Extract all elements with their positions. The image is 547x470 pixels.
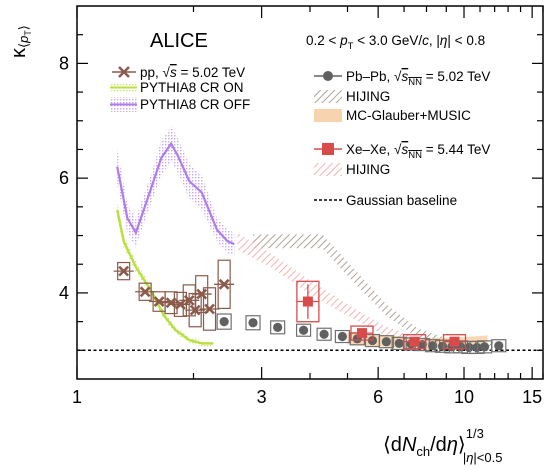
- svg-text:Xe–Xe, √sNN = 5.44 TeV: Xe–Xe, √sNN = 5.44 TeV: [346, 142, 490, 161]
- line-cr_off: [116, 141, 235, 246]
- kinematics-label: 0.2 < pT < 3.0 GeV/c, |η| < 0.8: [306, 33, 485, 52]
- pbpb-point: [245, 315, 261, 331]
- pbpb-marker: [464, 342, 474, 353]
- legend-entry-pp: pp, √s = 5.02 TeV: [112, 65, 245, 80]
- legend-entry-pbpb: Pb–Pb, √sNN = 5.02 TeV: [314, 69, 490, 88]
- svg-text:Pb–Pb, √sNN = 5.02 TeV: Pb–Pb, √sNN = 5.02 TeV: [346, 69, 490, 88]
- svg-text:HIJING: HIJING: [346, 162, 390, 177]
- pbpb-marker: [494, 341, 504, 351]
- pbpb-marker: [219, 317, 229, 327]
- xexe-point: [350, 325, 374, 341]
- experiment-label: ALICE: [150, 30, 208, 52]
- pbpb-point: [316, 327, 332, 341]
- pbpb-marker: [298, 325, 309, 335]
- xexe-point: [296, 280, 320, 323]
- pbpb-syst-box: [316, 327, 332, 341]
- pp-point: [170, 291, 191, 318]
- legend-entry-cr-on: PYTHIA8 CR ON: [110, 80, 244, 95]
- pbpb-syst-box: [491, 339, 507, 353]
- pbpb-syst-box: [270, 320, 286, 335]
- pp-point: [149, 291, 170, 312]
- axis-ticks: 4 6 8 1 3 6 10 15: [59, 6, 544, 407]
- pbpb-marker: [479, 342, 490, 352]
- legend-entry-music: MC-Glauber+MUSIC: [314, 108, 471, 123]
- pp-point: [135, 282, 156, 301]
- legend-entry-xexe: Xe–Xe, √sNN = 5.44 TeV: [314, 142, 490, 161]
- pp-point: [113, 261, 134, 281]
- pbpb-syst-box: [334, 329, 350, 344]
- xexe-point: [442, 334, 467, 350]
- x-tick-label: 3: [257, 387, 267, 407]
- pp-marker: [118, 265, 130, 277]
- svg-text:Gaussian baseline: Gaussian baseline: [346, 193, 457, 208]
- pbpb-marker: [381, 337, 391, 347]
- pbpb-point: [491, 339, 507, 353]
- pbpb-syst-box: [216, 313, 232, 330]
- pbpb-marker: [319, 329, 329, 339]
- pbpb-marker: [248, 318, 258, 328]
- svg-text:PYTHIA8 CR OFF: PYTHIA8 CR OFF: [140, 97, 250, 112]
- svg-text:PYTHIA8 CR ON: PYTHIA8 CR ON: [140, 80, 244, 95]
- svg-text:HIJING: HIJING: [346, 89, 390, 104]
- x-axis-title: ⟨dNch/dη⟩1/3 |η|<0.5: [383, 426, 502, 465]
- pp-point: [191, 275, 212, 314]
- svg-text:MC-Glauber+MUSIC: MC-Glauber+MUSIC: [346, 108, 471, 123]
- pp-marker: [153, 296, 165, 307]
- y-axis-title: κ⟨pT⟩: [8, 25, 33, 58]
- pbpb-syst-box: [295, 323, 312, 337]
- xexe-marker: [356, 328, 367, 339]
- pbpb-marker: [394, 338, 404, 349]
- xexe-point: [402, 334, 427, 350]
- pbpb-syst-box: [378, 335, 394, 349]
- pbpb-point: [216, 313, 232, 330]
- y-tick-label: 6: [59, 168, 69, 188]
- pbpb-marker: [273, 322, 283, 332]
- band-hijing_pb: [253, 234, 495, 348]
- pp-marker: [139, 286, 151, 298]
- legend-entry-gaussian: Gaussian baseline: [314, 193, 457, 208]
- data-points: [113, 259, 507, 355]
- y-tick-label: 8: [59, 53, 69, 73]
- band-cr_off: [117, 126, 235, 256]
- legend-entry-hijing-pb: HIJING: [314, 89, 390, 104]
- svg-text:κ⟨pT⟩: κ⟨pT⟩: [8, 25, 33, 58]
- pbpb-marker: [472, 342, 482, 353]
- pp-marker: [218, 278, 230, 290]
- pbpb-marker: [337, 331, 347, 342]
- x-tick-label: 6: [373, 387, 383, 407]
- pbpb-point: [295, 323, 312, 337]
- y-tick-label: 4: [59, 283, 69, 303]
- svg-text:pp, √s = 5.02 TeV: pp, √s = 5.02 TeV: [140, 65, 245, 80]
- xexe-marker: [449, 336, 460, 347]
- pbpb-point: [270, 320, 286, 335]
- pbpb-marker: [437, 341, 448, 351]
- svg-text:⟨dNch/dη⟩1/3|η|<0.5: ⟨dNch/dη⟩1/3 |η|<0.5: [383, 426, 502, 465]
- xexe-marker: [302, 296, 313, 307]
- x-tick-label: 1: [72, 387, 82, 407]
- pbpb-syst-box: [391, 336, 407, 351]
- pbpb-point: [378, 335, 394, 349]
- line-cr_on: [116, 209, 214, 345]
- pbpb-syst-box: [245, 315, 261, 331]
- pp-marker: [196, 288, 208, 300]
- xexe-marker: [409, 336, 420, 347]
- pp-point: [214, 259, 235, 310]
- x-tick-label: 10: [454, 387, 474, 407]
- pp-marker: [204, 303, 215, 315]
- legend-entry-cr-off: PYTHIA8 CR OFF: [110, 97, 250, 112]
- pp-point: [199, 287, 220, 331]
- legend: pp, √s = 5.02 TeV PYTHIA8 CR ON PYTHIA8 …: [110, 65, 490, 208]
- x-tick-label: 15: [522, 387, 542, 407]
- pbpb-point: [391, 336, 407, 351]
- pbpb-point: [334, 329, 350, 344]
- legend-entry-hijing-xe: HIJING: [314, 162, 390, 177]
